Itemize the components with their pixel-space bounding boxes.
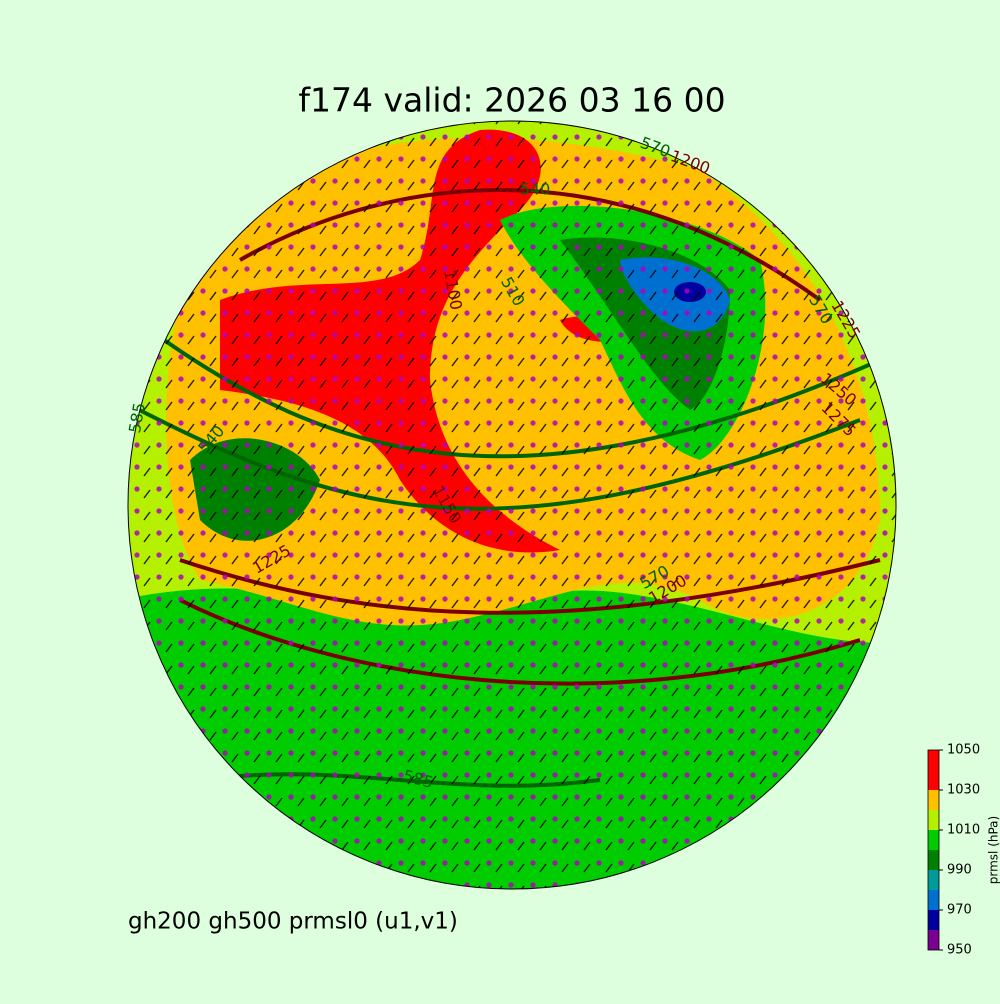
contour-label: 540 xyxy=(520,180,551,199)
colorbar-segment xyxy=(928,890,939,910)
colorbar-segment xyxy=(928,910,939,930)
map-title: f174 valid: 2026 03 16 00 xyxy=(298,81,725,120)
colorbar-tick-label: 1050 xyxy=(947,743,980,758)
colorbar-segment xyxy=(928,790,939,810)
colorbar-segment xyxy=(928,830,939,850)
colorbar-segment xyxy=(928,810,939,830)
colorbar-segment xyxy=(928,930,939,950)
colorbar-segment xyxy=(928,750,939,790)
colorbar-tick-label: 1030 xyxy=(947,783,980,798)
colorbar-segment xyxy=(928,850,939,870)
colorbar-tick-label: 1010 xyxy=(947,823,980,838)
colorbar-tick-label: 990 xyxy=(947,863,972,878)
colorbar-label: prmsl (hPa) xyxy=(987,816,1000,884)
colorbar-tick-label: 970 xyxy=(947,903,972,918)
subtitle: gh200 gh500 prmsl0 (u1,v1) xyxy=(128,909,458,935)
colorbar-segment xyxy=(928,870,939,890)
colorbar-tick-label: 950 xyxy=(947,943,972,958)
